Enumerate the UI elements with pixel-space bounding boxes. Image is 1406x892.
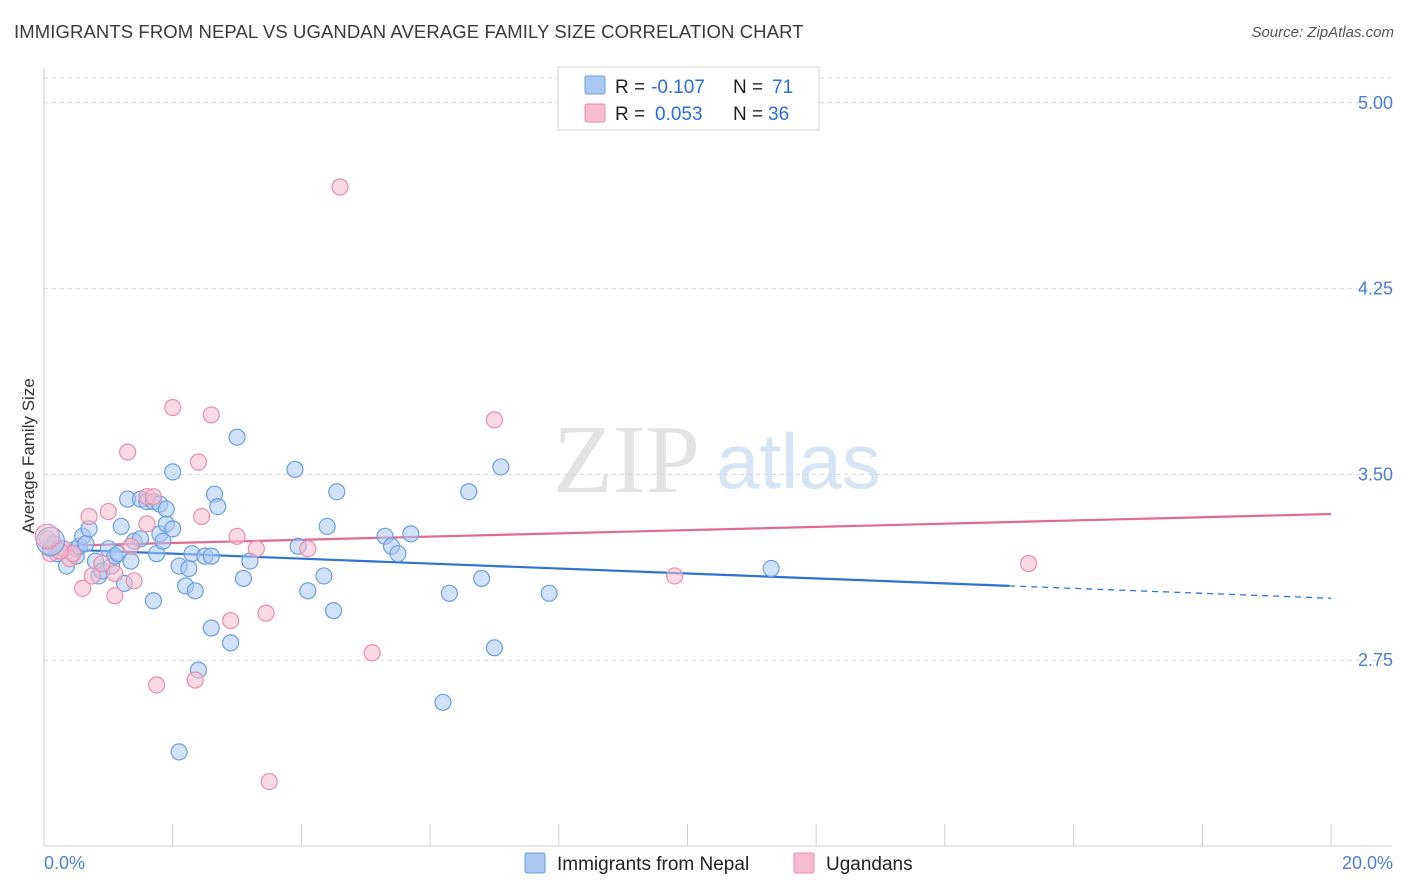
ugandan-point	[93, 554, 111, 573]
ugandan-point	[222, 611, 240, 630]
nepal-trend-extension	[1009, 585, 1332, 599]
ugandan-point	[363, 644, 381, 662]
nepal-point	[328, 483, 346, 501]
ugandan-point	[138, 515, 156, 533]
stats-legend: R = -0.107 N = 71 R = 0.053 N = 36	[557, 66, 820, 131]
nepal-point	[485, 639, 504, 657]
ugandan-point	[1019, 554, 1038, 573]
nepal-point	[460, 483, 478, 501]
ugandan-point	[331, 178, 349, 196]
ugandan-point	[260, 772, 278, 791]
stats-swatch-pink	[584, 103, 606, 123]
ugandan-point	[99, 502, 117, 521]
legend-label-nepal: Immigrants from Nepal	[557, 854, 749, 875]
ugandan-point	[299, 540, 317, 558]
legend-label-ugandans: Ugandans	[826, 854, 913, 875]
nepal-point	[434, 693, 452, 711]
trend-lines	[43, 512, 1332, 599]
stats-r-label-pink: R =	[615, 104, 645, 125]
nepal-point	[472, 569, 491, 588]
ugandan-point	[106, 564, 124, 583]
legend-swatch-ugandans	[793, 852, 815, 874]
ugandan-cluster-point	[34, 523, 60, 549]
stats-r-value-blue: -0.107	[651, 77, 705, 98]
nepal-point	[234, 569, 253, 588]
nepal-point	[228, 428, 246, 446]
y-tick-label: 3.50	[1358, 464, 1393, 484]
ugandan-point	[228, 527, 246, 545]
nepal-point	[164, 520, 182, 538]
nepal-point	[389, 545, 407, 563]
legend-swatch-nepal	[524, 852, 546, 874]
ugandan-point	[80, 507, 98, 526]
nepal-point	[318, 517, 336, 536]
y-axis-label: Average Family Size	[19, 378, 38, 534]
nepal-point	[112, 517, 130, 536]
ugandan-point	[119, 443, 137, 461]
ugandan-point	[74, 579, 92, 597]
watermark-atlas: atlas	[716, 417, 881, 505]
nepal-point	[762, 559, 780, 578]
stats-r-value-pink: 0.053	[655, 104, 703, 125]
y-tick-label: 5.00	[1358, 93, 1393, 113]
nepal-point	[144, 592, 162, 610]
nepal-point	[202, 547, 220, 565]
nepal-point	[492, 458, 510, 476]
nepal-point	[440, 584, 459, 602]
nepal-point	[402, 525, 420, 543]
nepal-point	[222, 634, 240, 652]
x-tick-label: 20.0%	[1342, 853, 1393, 873]
nepal-point	[109, 545, 127, 563]
y-tick-label: 4.25	[1358, 279, 1393, 299]
series-legend: Immigrants from Nepal Ugandans	[524, 852, 913, 875]
ugandan-point	[202, 406, 220, 424]
source-credit: Source: ZipAtlas.com	[1251, 24, 1394, 41]
nepal-point	[122, 552, 140, 570]
nepal-point	[170, 743, 188, 761]
ugandan-point	[247, 540, 265, 558]
nepal-point	[209, 497, 227, 516]
ugandan-point	[257, 604, 275, 622]
ugandan-point	[122, 537, 140, 555]
ugandan-point	[189, 453, 208, 471]
ugandan-point	[485, 411, 504, 429]
stats-r-label-blue: R =	[615, 77, 645, 98]
ugandan-point	[106, 587, 124, 605]
ugandan-point	[193, 507, 211, 526]
nepal-point	[286, 460, 304, 479]
stats-swatch-blue	[584, 75, 606, 95]
stats-n-value-pink: 36	[768, 104, 789, 125]
stats-n-label-blue: N =	[733, 77, 763, 98]
nepal-point	[540, 584, 558, 602]
data-points	[34, 178, 1038, 791]
chart-title: IMMIGRANTS FROM NEPAL VS UGANDAN AVERAGE…	[14, 21, 804, 42]
x-tick-label: 0.0%	[44, 853, 85, 873]
ugandan-point	[148, 676, 166, 694]
nepal-point	[154, 532, 172, 550]
nepal-point	[180, 559, 198, 578]
nepal-point	[202, 619, 220, 637]
nepal-point	[157, 500, 175, 518]
axes: 2.75 3.50 4.25 5.00 0.0% 20.0%	[43, 68, 1393, 873]
watermark-zip: ZIP	[553, 406, 700, 514]
ugandan-point	[83, 567, 101, 585]
ugandan-point	[125, 572, 143, 590]
nepal-point	[164, 463, 182, 481]
y-tick-label: 2.75	[1358, 650, 1393, 670]
ugandan-point	[144, 488, 162, 506]
stats-n-value-blue: 71	[772, 77, 793, 98]
ugandan-point	[164, 398, 182, 417]
ugandan-point	[186, 671, 204, 689]
ugandan-point	[666, 567, 684, 585]
nepal-point	[324, 602, 343, 620]
nepal-point	[315, 567, 333, 585]
nepal-point	[299, 582, 317, 600]
nepal-point	[186, 582, 204, 600]
stats-n-label-pink: N =	[733, 104, 763, 125]
